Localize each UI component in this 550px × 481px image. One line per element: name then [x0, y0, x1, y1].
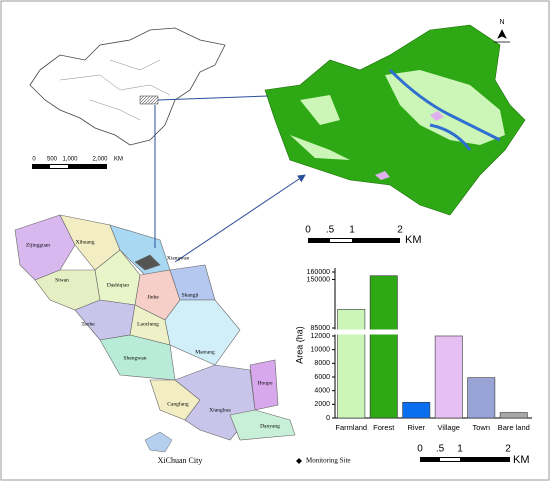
label: XiChuan City — [158, 456, 203, 465]
label: KM — [114, 157, 123, 163]
label: 500 — [47, 157, 58, 163]
label: 1 — [349, 225, 355, 236]
x-tick-label: Bare land — [498, 423, 530, 432]
study-area — [134, 254, 161, 271]
north-arrow — [494, 29, 510, 43]
y-tick-label: 8000 — [314, 360, 330, 367]
forest-area — [264, 24, 526, 216]
label: Siwan — [55, 277, 69, 283]
bar — [499, 412, 528, 419]
town-region — [99, 334, 176, 381]
bar — [402, 401, 431, 419]
river — [388, 68, 501, 151]
label: 2 — [397, 225, 403, 236]
label: 1 — [457, 444, 463, 455]
label: Shangji — [182, 292, 199, 298]
label: 0 — [32, 157, 36, 163]
label: .5 — [436, 444, 445, 455]
label: Maotang — [195, 349, 215, 355]
y-tick-label: 0 — [326, 415, 330, 422]
label: 0 — [417, 444, 423, 455]
bar — [369, 275, 398, 419]
label: Xiangwan — [167, 255, 190, 261]
connector-arrows — [154, 95, 305, 263]
label: Zijingguan — [26, 242, 50, 248]
label: Xihuang — [76, 239, 95, 245]
label: N — [499, 19, 504, 26]
y-tick-label: 160000 — [307, 269, 330, 276]
china-outline — [29, 27, 226, 146]
label: Jinhe — [147, 294, 159, 300]
label: Monitoring Site — [306, 457, 351, 465]
x-tick-label: Farmland — [335, 423, 367, 432]
label: Laocheng — [137, 321, 159, 327]
county-map — [14, 214, 296, 441]
y-tick-label: 150000 — [307, 276, 330, 283]
inset-map — [144, 431, 173, 453]
bar — [467, 377, 496, 419]
y-tick-label: 12000 — [311, 333, 331, 340]
label: Xianghua — [209, 407, 231, 413]
label: KM — [513, 454, 530, 466]
scale-bar — [50, 165, 68, 168]
scale-bar — [330, 239, 352, 242]
scale-bar — [32, 164, 107, 169]
label: KM — [405, 234, 422, 246]
label: Shengwan — [124, 355, 147, 361]
y-tick-label: 4000 — [314, 388, 330, 395]
bar — [337, 309, 366, 419]
label: Houpo — [258, 380, 273, 386]
y-tick-label: 6000 — [314, 374, 330, 381]
monitoring-site-marker — [296, 458, 302, 464]
x-tick-label: River — [407, 423, 425, 432]
label: 0 — [305, 225, 311, 236]
label: Danyang — [260, 423, 280, 429]
label: 2 — [505, 444, 511, 455]
label: Cangfang — [167, 400, 189, 407]
farmland-area — [290, 70, 505, 160]
y-axis-title: Area (ha) — [294, 326, 304, 364]
town-region — [229, 409, 296, 441]
province-lines — [59, 59, 171, 121]
axis-break — [331, 329, 531, 335]
y-tick-label: 85000 — [311, 325, 331, 332]
x-tick-label: Town — [472, 423, 490, 432]
scale-bar — [420, 457, 510, 462]
y-tick-label: 10000 — [311, 347, 331, 354]
bar — [434, 335, 463, 419]
label: Dashiqiao — [107, 282, 130, 288]
x-tick-label: Forest — [373, 423, 395, 432]
scale-bar — [308, 238, 400, 243]
label: Taohe — [81, 321, 95, 327]
y-tick-label: 2000 — [314, 401, 330, 408]
scale-bar — [440, 458, 460, 461]
label: 1,000 — [62, 157, 78, 163]
village-area — [375, 111, 444, 180]
study-area — [139, 95, 159, 105]
label: 2,000 — [92, 157, 108, 163]
x-tick-label: Village — [438, 423, 460, 432]
label: .5 — [326, 225, 335, 236]
